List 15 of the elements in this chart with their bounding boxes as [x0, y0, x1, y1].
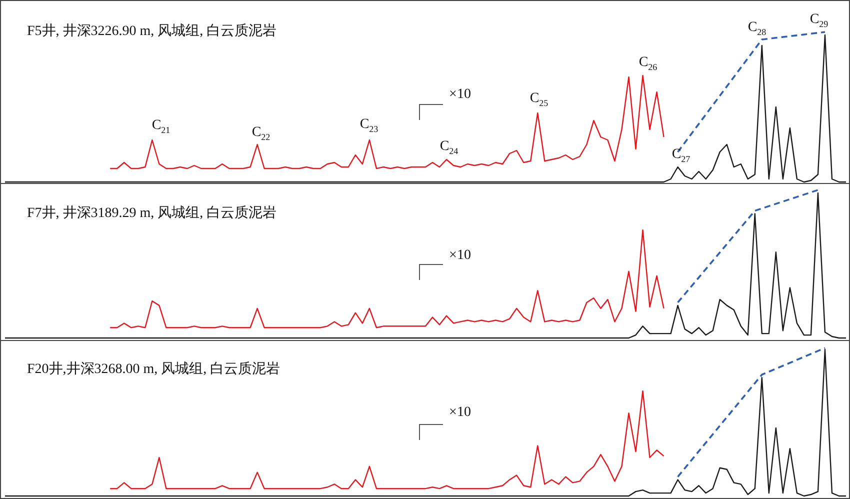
- text: F7井, 井深3189.29 m, 风城组, 白云质泥岩: [27, 204, 277, 222]
- annotation: C$_{24}$: [440, 139, 458, 156]
- text: C$_{29}$: [810, 12, 828, 29]
- annotation: C$_{25}$: [530, 91, 548, 108]
- annotation: C$_{26}$: [638, 55, 658, 72]
- annotation: C$_{28}$: [748, 20, 766, 37]
- annotation: C$_{21}$: [152, 118, 170, 135]
- annotation: C$_{27}$: [672, 147, 690, 164]
- annotation: ×10: [449, 405, 471, 420]
- annotation: C$_{23}$: [360, 117, 378, 134]
- annotation: C$_{22}$: [252, 125, 270, 142]
- annotation: ×10: [449, 248, 471, 263]
- text: F20井,井深3268.00 m, 风城组, 白云质泥岩: [27, 360, 280, 378]
- chart-title: F5井, 井深3226.90 m, 风城组, 白云质泥岩: [27, 22, 277, 40]
- annotation: ×10: [449, 87, 471, 102]
